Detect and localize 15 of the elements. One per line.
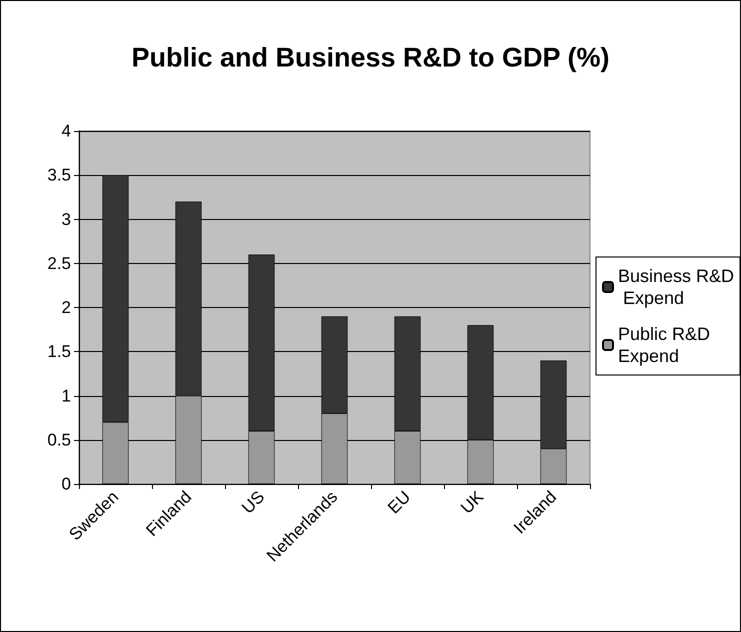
legend-label: Public R&D Expend: [618, 324, 716, 366]
legend-label: Business R&D Expend: [618, 266, 734, 308]
y-tick-label: 3: [62, 210, 71, 229]
y-tick-label: 4: [62, 122, 71, 140]
chart-title: Public and Business R&D to GDP (%): [131, 42, 610, 72]
y-tick-label: 3.5: [47, 166, 71, 185]
y-tick-label: 1.5: [47, 342, 71, 362]
y-tick-label: 1: [62, 386, 71, 406]
y-tick-label: 0: [62, 474, 71, 494]
y-tick-label: 2.5: [47, 254, 71, 273]
x-tick-label: EU: [384, 487, 414, 518]
y-tick-label: 0.5: [47, 430, 71, 450]
y-tick-label: 2: [62, 298, 71, 317]
x-tick-label: UK: [457, 486, 488, 518]
x-tick-label: US: [238, 487, 268, 518]
